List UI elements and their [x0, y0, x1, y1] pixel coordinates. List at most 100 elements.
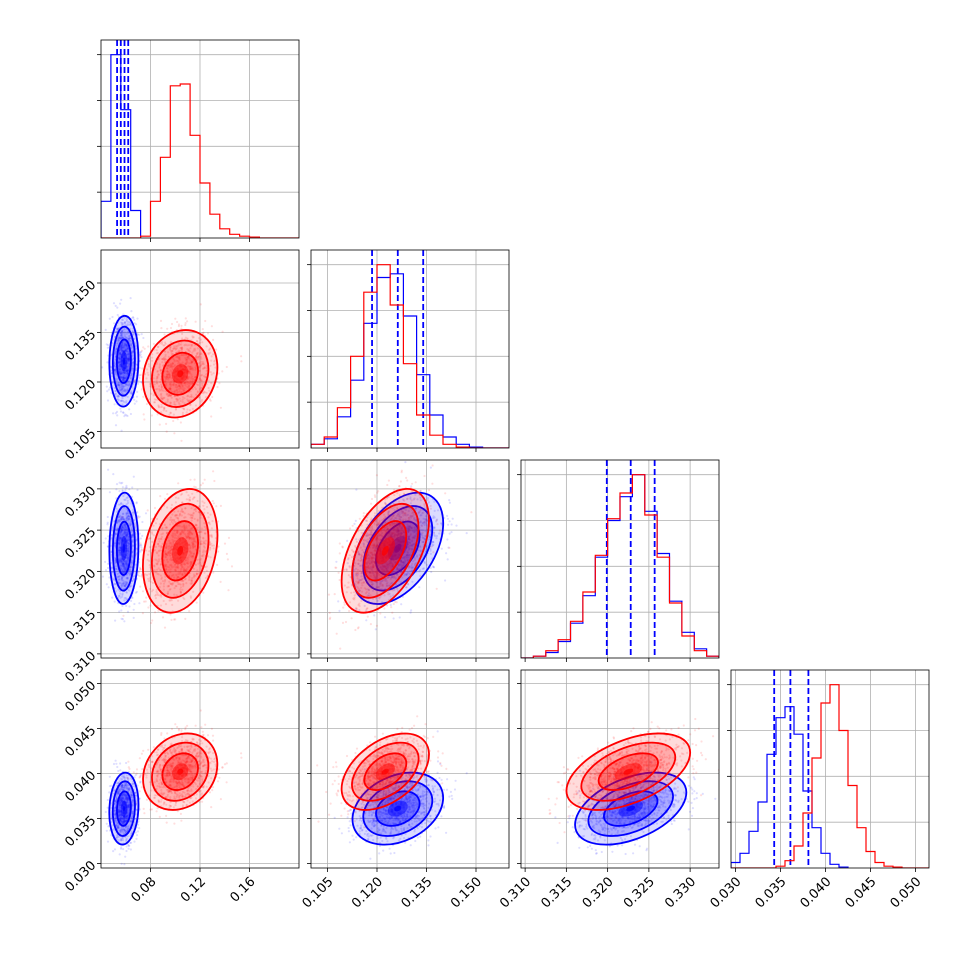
sample-point [140, 546, 143, 549]
sample-point [186, 377, 189, 380]
sample-point [155, 377, 158, 380]
sample-point [148, 573, 151, 576]
sample-point [176, 356, 179, 359]
sample-point [119, 331, 122, 334]
sample-point [168, 544, 171, 548]
sample-point [120, 347, 123, 350]
sample-point [122, 582, 125, 585]
sample-point [188, 550, 192, 553]
sample-point [202, 331, 205, 334]
sample-point [125, 369, 128, 372]
sample-point [125, 512, 128, 515]
sample-point [131, 365, 134, 368]
sample-point [195, 393, 198, 396]
sample-point [187, 384, 191, 387]
sample-point [131, 486, 134, 489]
sample-point [172, 573, 175, 577]
sample-point [164, 603, 168, 606]
sample-point [126, 350, 129, 353]
sample-point [130, 533, 133, 537]
sample-point [127, 555, 130, 558]
sample-point [181, 574, 184, 577]
sample-point [169, 387, 172, 390]
sample-point [350, 617, 353, 620]
sample-point [376, 574, 379, 578]
sample-point [117, 516, 120, 519]
sample-point [179, 586, 183, 589]
sample-point [150, 414, 153, 417]
sample-point [186, 356, 189, 359]
sample-point [202, 390, 206, 393]
sample-point [127, 380, 130, 383]
sample-point [176, 398, 179, 401]
sample-point [120, 388, 123, 391]
sample-point [184, 384, 187, 387]
sample-point [174, 566, 177, 569]
sample-point [164, 357, 167, 361]
sample-point [174, 347, 177, 350]
sample-point [194, 523, 197, 527]
sample-point [120, 516, 123, 519]
sample-point [137, 379, 140, 382]
sample-point [122, 562, 125, 565]
sample-point [152, 588, 155, 592]
sample-point [147, 537, 150, 540]
sample-point [122, 527, 125, 530]
sample-point [136, 488, 139, 492]
sample-point [197, 355, 200, 359]
sample-point [119, 503, 122, 506]
sample-point [192, 546, 195, 550]
sample-point [201, 382, 204, 385]
sample-point [217, 545, 220, 548]
sample-point [165, 392, 168, 395]
sample-point [186, 408, 189, 411]
sample-point [123, 530, 126, 534]
sample-point [183, 516, 186, 519]
sample-point [118, 368, 121, 371]
sample-point [117, 361, 120, 364]
y-tick-label: 0.135 [62, 327, 99, 364]
sample-point [187, 400, 190, 403]
sample-point [184, 535, 188, 538]
sample-point [119, 515, 122, 518]
sample-point [149, 385, 152, 388]
sample-point [145, 573, 149, 577]
sample-point [124, 348, 127, 351]
sample-point [108, 317, 111, 320]
sample-point [152, 534, 155, 537]
sample-point [184, 382, 187, 385]
sample-point [190, 560, 193, 564]
sample-point [159, 369, 162, 372]
sample-point [167, 388, 170, 391]
sample-point [129, 521, 132, 525]
sample-point [159, 569, 162, 572]
sample-point [193, 485, 196, 488]
sample-point [192, 537, 195, 540]
sample-point [216, 550, 220, 553]
sample-point [126, 370, 129, 373]
sample-point [192, 512, 195, 515]
sample-point [121, 562, 124, 565]
sample-point [172, 347, 175, 350]
sample-point [177, 361, 180, 364]
sample-point [127, 355, 130, 358]
sample-point [127, 541, 130, 545]
sample-point [120, 376, 123, 379]
sample-point [145, 402, 148, 406]
sample-point [190, 381, 193, 384]
sample-point [200, 379, 203, 382]
sample-point [183, 408, 186, 411]
sample-point [209, 399, 212, 402]
sample-point [123, 570, 126, 573]
sample-point [182, 596, 185, 599]
sample-point [148, 550, 151, 553]
sample-point [194, 376, 197, 379]
sample-point [124, 343, 127, 346]
sample-point [127, 557, 130, 560]
sample-point [167, 590, 170, 593]
sample-point [189, 536, 192, 539]
sample-point [191, 516, 194, 519]
sample-point [121, 527, 124, 530]
sample-point [199, 542, 202, 546]
sample-point [212, 353, 215, 356]
